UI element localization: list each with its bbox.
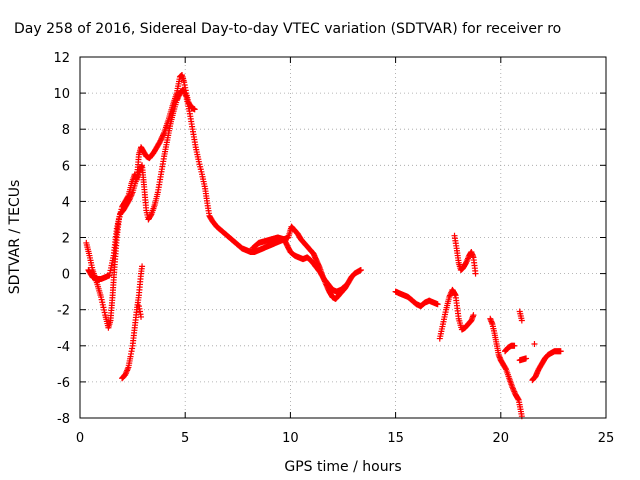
data-point [470,312,477,319]
data-point [531,340,538,347]
data-point [357,266,364,273]
chart-title: Day 258 of 2016, Sidereal Day-to-day VTE… [14,21,561,37]
y-tick-label: 6 [62,159,70,174]
x-tick-label: 0 [76,431,84,446]
x-tick-label: 20 [493,431,510,446]
x-tick-label: 10 [282,431,299,446]
x-tick-labels: 0 5 10 15 20 25 [76,431,614,446]
y-tick-label: -6 [57,376,70,391]
y-tick-label: 2 [62,232,70,247]
y-tick-label: 10 [53,87,70,102]
data-point [147,212,154,219]
y-tick-label: -4 [57,340,70,355]
data-point [557,348,564,355]
data-point [434,301,441,308]
data-point [523,355,530,362]
x-axis-label: GPS time / hours [284,459,401,475]
grid [80,57,606,418]
y-tick-label: -8 [57,412,70,427]
y-tick-label: 0 [62,268,70,283]
data-point [472,270,479,277]
data-point [502,365,509,372]
data-point [160,131,167,138]
x-tick-label: 25 [598,431,615,446]
x-tick-label: 15 [387,431,404,446]
y-tick-label: -2 [57,304,70,319]
y-axis-label: SDTVAR / TECUs [7,180,23,295]
data-point [138,313,145,320]
x-tick-label: 5 [181,431,189,446]
y-tick-label: 8 [62,123,70,138]
data-point [139,263,146,270]
data-point [511,342,518,349]
y-tick-labels: -8 -6 -4 -2 0 2 4 6 8 10 12 [53,51,70,427]
y-tick-label: 12 [53,51,70,66]
data-points [83,72,564,420]
data-point [342,283,349,290]
data-point [191,106,198,113]
y-tick-label: 4 [62,195,70,210]
data-point [518,317,525,324]
axis-ticks [79,56,607,419]
plot-frame [79,56,607,419]
